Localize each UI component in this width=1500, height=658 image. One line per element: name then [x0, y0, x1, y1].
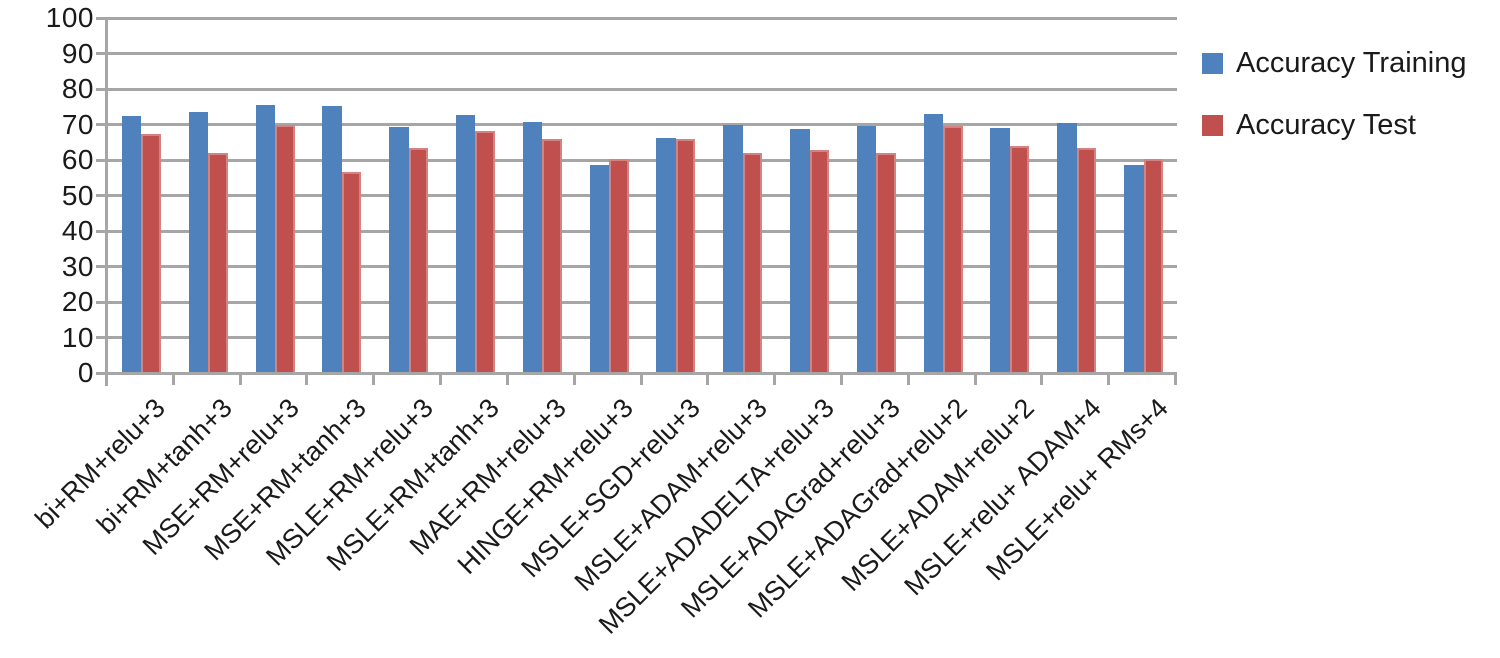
bar-training-15: [1057, 122, 1077, 373]
y-axis-label: 10: [61, 321, 94, 353]
bar-training-14: [990, 128, 1010, 373]
legend-label-test: Accuracy Test: [1236, 109, 1416, 141]
bar-training-11: [790, 128, 810, 373]
y-axis-label: 100: [45, 2, 94, 33]
y-axis-label: 80: [61, 73, 94, 104]
bar-training-1: [121, 115, 142, 373]
x-axis-tick: [839, 373, 843, 385]
y-axis-tick: [96, 52, 108, 55]
y-axis-label: 90: [61, 37, 94, 69]
y-axis-label: 50: [61, 179, 94, 211]
bar-test-9: [675, 139, 696, 373]
y-axis-label: 40: [61, 215, 94, 246]
x-axis-tick: [572, 373, 576, 385]
gridline: [108, 336, 1177, 339]
bar-training-16: [1124, 164, 1144, 373]
x-axis-tick: [973, 373, 977, 385]
y-axis-tick: [96, 265, 108, 268]
legend-label-training: Accuracy Training: [1236, 47, 1467, 79]
bar-training-10: [723, 125, 743, 373]
bar-test-5: [408, 148, 429, 373]
x-axis-tick: [372, 373, 376, 385]
bar-test-15: [1076, 148, 1097, 373]
x-axis-tick: [238, 373, 242, 385]
bar-training-12: [856, 125, 877, 373]
gridline: [108, 300, 1177, 304]
y-axis-tick: [96, 16, 108, 20]
y-axis-tick: [96, 123, 108, 126]
bar-training-3: [255, 104, 276, 373]
legend: Accuracy Training Accuracy Test: [1202, 44, 1467, 168]
x-axis-tick: [305, 373, 309, 385]
bar-training-13: [923, 114, 944, 373]
y-axis-tick: [96, 158, 108, 162]
legend-item-accuracy-training: Accuracy Training: [1202, 44, 1467, 82]
x-axis-tick: [639, 373, 643, 385]
y-axis-tick: [96, 194, 108, 197]
legend-item-accuracy-test: Accuracy Test: [1202, 106, 1467, 144]
x-axis-tick: [906, 373, 910, 385]
bar-test-8: [609, 159, 629, 373]
y-axis-line: [105, 16, 108, 386]
bar-test-16: [1143, 158, 1164, 373]
bar-training-6: [455, 115, 476, 373]
bar-test-13: [943, 126, 963, 373]
bar-test-7: [542, 138, 562, 373]
x-axis-tick: [171, 373, 175, 385]
gridline: [108, 52, 1177, 55]
bar-test-14: [1009, 145, 1030, 373]
gridline: [108, 123, 1177, 126]
x-axis-tick: [1040, 373, 1044, 385]
gridline: [108, 87, 1177, 91]
x-axis-line: [96, 371, 1177, 375]
bar-training-8: [589, 164, 610, 373]
bar-training-7: [522, 122, 543, 373]
x-axis-tick: [439, 373, 443, 385]
y-axis-label: 20: [61, 286, 94, 317]
legend-swatch-training: [1202, 52, 1223, 74]
bar-test-10: [742, 152, 763, 373]
gridline: [108, 16, 1177, 20]
gridline: [108, 265, 1177, 268]
x-axis-tick: [1107, 373, 1111, 385]
y-axis-label: 0: [77, 357, 94, 388]
x-axis-tick: [505, 373, 509, 385]
bar-test-1: [141, 134, 161, 373]
bar-training-9: [656, 138, 676, 373]
y-axis-label: 60: [61, 144, 94, 175]
bar-training-2: [188, 112, 209, 373]
bar-test-6: [475, 130, 495, 373]
x-axis-tick: [773, 373, 777, 385]
y-axis-tick: [96, 87, 108, 91]
x-axis-tick: [706, 373, 710, 385]
bar-test-12: [876, 153, 896, 373]
bar-test-3: [275, 124, 295, 373]
y-axis-tick: [96, 229, 108, 233]
gridline: [108, 229, 1177, 233]
bar-test-2: [208, 152, 228, 373]
bar-test-11: [809, 149, 830, 373]
bar-training-4: [322, 106, 342, 373]
legend-swatch-test: [1202, 114, 1223, 136]
y-axis-label: 30: [61, 250, 94, 282]
x-axis-tick: [1174, 373, 1177, 385]
y-axis-tick: [96, 300, 108, 304]
gridline: [108, 194, 1177, 197]
gridline: [108, 158, 1177, 162]
y-axis-label: 70: [61, 108, 94, 140]
bar-test-4: [341, 171, 362, 373]
y-axis-tick: [96, 336, 108, 339]
bar-training-5: [389, 127, 409, 373]
